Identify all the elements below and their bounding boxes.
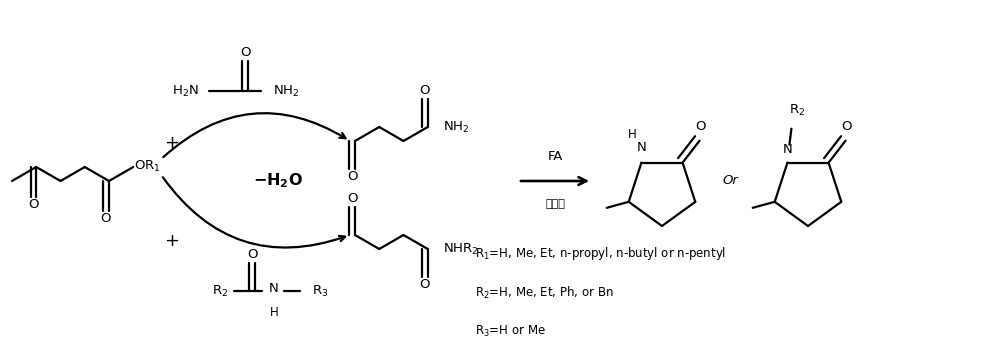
Text: N: N [269, 281, 279, 294]
Text: H: H [270, 306, 278, 319]
Text: O: O [347, 192, 357, 205]
Text: O: O [841, 120, 852, 133]
Text: $\rm R_3$=H or Me: $\rm R_3$=H or Me [475, 323, 546, 339]
Text: $\rm OR_1$: $\rm OR_1$ [134, 159, 161, 174]
Text: O: O [28, 199, 38, 212]
Text: $\rm R_3$: $\rm R_3$ [312, 284, 328, 298]
Text: $\mathbf{-H_2O}$: $\mathbf{-H_2O}$ [253, 172, 303, 190]
Text: O: O [101, 212, 111, 225]
Text: $\rm R_2$: $\rm R_2$ [212, 284, 228, 298]
Text: $\rm R_1$=H, Me, Et, n-propyl, n-butyl or n-pentyl: $\rm R_1$=H, Me, Et, n-propyl, n-butyl o… [475, 245, 726, 261]
Text: H: H [628, 128, 637, 141]
Text: O: O [419, 85, 430, 98]
Text: $\rm H_2N$: $\rm H_2N$ [172, 83, 199, 98]
Text: $\rm NH_2$: $\rm NH_2$ [443, 119, 470, 135]
Text: +: + [164, 232, 180, 250]
Text: O: O [240, 46, 250, 60]
Text: +: + [164, 134, 180, 152]
Text: Or: Or [722, 175, 738, 188]
Text: O: O [419, 278, 430, 291]
Text: O: O [347, 171, 357, 184]
Text: $\rm R_2$: $\rm R_2$ [789, 103, 806, 118]
Text: N: N [783, 143, 792, 156]
Text: O: O [695, 120, 706, 133]
Text: $\rm NH_2$: $\rm NH_2$ [273, 83, 300, 98]
Text: $\rm NHR_2$: $\rm NHR_2$ [443, 241, 478, 257]
Text: N: N [637, 141, 646, 154]
Text: $\rm R_2$=H, Me, Et, Ph, or Bn: $\rm R_2$=H, Me, Et, Ph, or Bn [475, 285, 614, 301]
Text: FA: FA [547, 150, 563, 163]
Text: 催化剂: 催化剂 [545, 199, 565, 209]
Text: O: O [247, 249, 257, 261]
